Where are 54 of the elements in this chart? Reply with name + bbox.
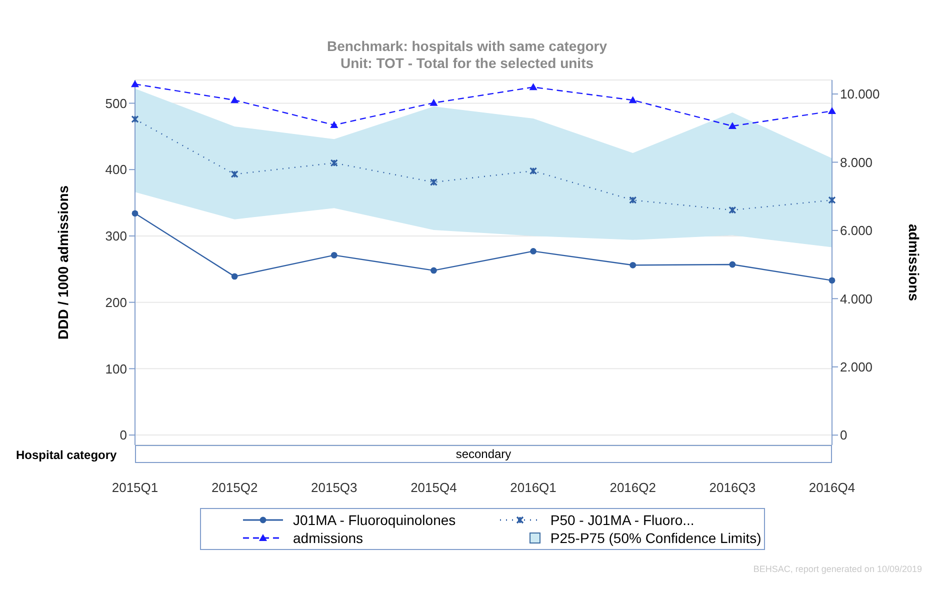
point	[330, 252, 338, 258]
x-tick-label: 2016Q1	[510, 480, 556, 496]
point	[430, 178, 438, 186]
y-tick-label: 100	[105, 361, 127, 376]
point	[629, 196, 637, 204]
point	[430, 267, 437, 274]
point	[430, 98, 438, 106]
point	[628, 96, 637, 104]
y2-tick-label: 10.000	[840, 86, 880, 102]
category-strip: secondary	[135, 445, 832, 463]
point	[828, 277, 836, 284]
x-tick-label: 2015Q3	[311, 480, 358, 496]
legend-label: admissions	[293, 530, 364, 546]
y-tick-label: 500	[105, 96, 127, 111]
point	[728, 206, 736, 214]
point	[132, 210, 138, 217]
text: Hospital category	[16, 448, 117, 462]
point	[131, 115, 139, 123]
point	[529, 167, 538, 175]
y2-tick-label: 8.000	[840, 154, 873, 170]
point	[529, 83, 538, 90]
text: P25-P75 (50% Confidence Limits)	[550, 530, 762, 546]
point	[330, 121, 338, 128]
x-tick-label: 2016Q3	[709, 480, 756, 496]
y2-tick-label: 0	[840, 428, 848, 443]
y2-tick-label: 4.000	[840, 291, 873, 306]
chart-subtitle: Unit: TOT - Total for the selected units	[339, 55, 595, 72]
y-tick-label: 300	[105, 228, 127, 244]
point	[131, 80, 139, 88]
legend-label: P50 - J01MA - Fluoro...	[550, 512, 694, 528]
y-axis-title: DDD / 1000 admissions	[54, 185, 71, 340]
point	[828, 196, 836, 204]
y-tick-label: 200	[105, 294, 127, 310]
point	[728, 122, 736, 130]
point	[530, 248, 536, 254]
point	[230, 96, 239, 104]
x-tick-label: 2015Q4	[410, 480, 457, 496]
y2-tick-label: 2.000	[840, 360, 873, 374]
x-tick-label: 2015Q2	[211, 480, 258, 496]
y2-axis-title: admissions	[906, 224, 922, 302]
legend-label: J01MA - Fluoroquinolones	[293, 512, 456, 528]
x-tick-label: 2016Q4	[808, 480, 856, 496]
y-tick-label: 400	[105, 162, 127, 178]
point	[330, 159, 338, 167]
point	[630, 262, 636, 268]
y-tick-label: 0	[120, 428, 127, 443]
point	[231, 273, 238, 280]
chart-title: Benchmark: hospitals with same category	[326, 38, 608, 55]
point	[828, 107, 836, 114]
point	[729, 261, 736, 268]
point	[230, 170, 238, 178]
y2-tick-label: 6.000	[840, 223, 873, 238]
x-tick-label: 2015Q1	[112, 480, 158, 496]
x-tick-label: 2016Q2	[610, 480, 656, 496]
